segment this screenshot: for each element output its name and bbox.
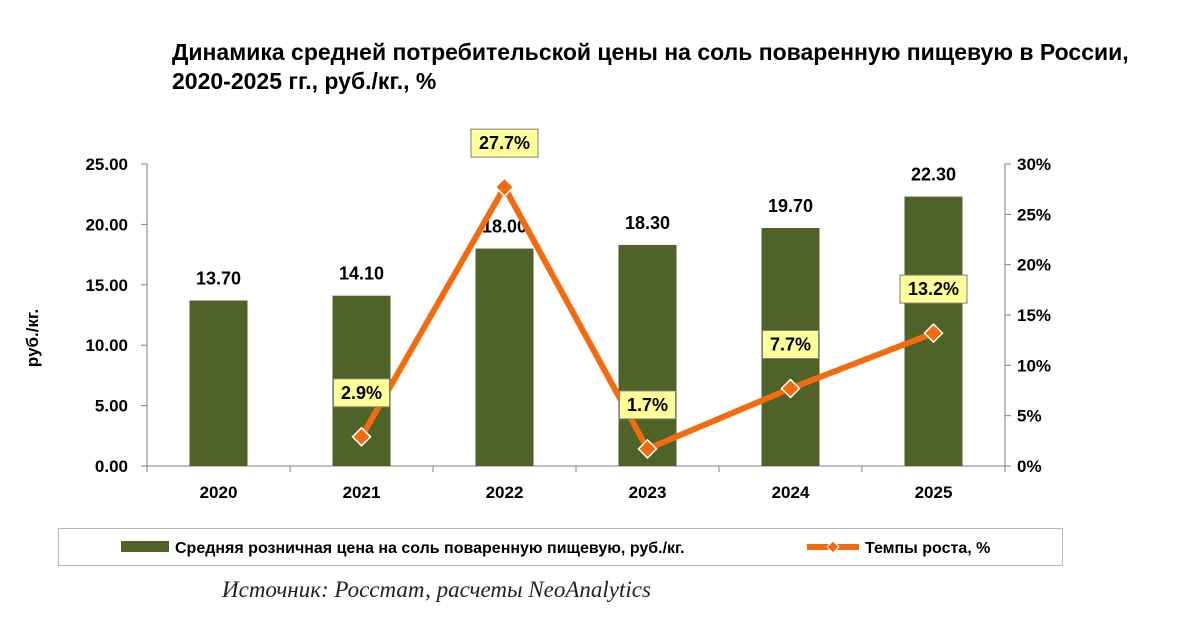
chart-title: Динамика средней потребительской цены на… — [172, 39, 1129, 94]
y-tick-label: 10.00 — [85, 336, 128, 355]
y-tick-label: 15.00 — [85, 276, 128, 295]
growth-marker — [637, 438, 658, 459]
bar-value-label: 22.30 — [911, 165, 956, 185]
growth-label-box — [619, 390, 676, 420]
y2-tick-label: 15% — [1017, 306, 1051, 325]
x-tick-label: 2025 — [915, 483, 953, 502]
bar-value-label: 18.30 — [625, 213, 670, 233]
growth-marker — [494, 177, 515, 198]
growth-value-label: 1.7% — [627, 395, 668, 415]
growth-marker — [780, 378, 801, 399]
source-note: Источник: Росстат, расчеты NeoAnalytics — [222, 577, 651, 602]
bar — [475, 248, 534, 466]
y-tick-label: 5.00 — [95, 397, 128, 416]
growth-value-label: 13.2% — [908, 279, 959, 299]
growth-label-box — [470, 128, 539, 158]
legend: Средняя розничная цена на соль поваренну… — [58, 528, 1063, 566]
x-tick-label: 2021 — [343, 483, 381, 502]
bar-value-label: 18.00 — [482, 217, 527, 237]
growth-value-label: 27.7% — [479, 133, 530, 153]
y2-tick-label: 0% — [1017, 457, 1042, 476]
legend-svg: Средняя розничная цена на соль поваренну… — [121, 540, 990, 557]
growth-marker — [351, 426, 372, 447]
y-tick-label: 25.00 — [85, 155, 128, 174]
y2-tick-label: 20% — [1017, 256, 1051, 275]
bar — [618, 244, 677, 466]
y-axis-label: руб./кг. — [23, 309, 42, 367]
x-tick-label: 2022 — [486, 483, 524, 502]
bar — [189, 300, 248, 466]
y2-tick-label: 5% — [1017, 407, 1042, 426]
y-tick-label: 20.00 — [85, 215, 128, 234]
growth-label-box — [333, 378, 390, 408]
bar-value-label: 13.70 — [196, 269, 241, 289]
growth-value-label: 2.9% — [341, 383, 382, 403]
legend-line-label: Темпы роста, % — [865, 540, 990, 557]
y2-tick-label: 10% — [1017, 356, 1051, 375]
y2-tick-label: 30% — [1017, 155, 1051, 174]
growth-label-box — [899, 274, 968, 304]
growth-label-box — [762, 329, 819, 359]
legend-bar-label: Средняя розничная цена на соль поваренну… — [175, 540, 685, 557]
legend-bar-swatch — [121, 541, 169, 552]
y2-tick-label: 25% — [1017, 205, 1051, 224]
bar-value-label: 14.10 — [339, 264, 384, 284]
x-tick-label: 2020 — [200, 483, 238, 502]
y-tick-label: 0.00 — [95, 457, 128, 476]
legend-line-marker — [826, 540, 840, 554]
x-tick-label: 2024 — [772, 483, 810, 502]
x-tick-label: 2023 — [629, 483, 667, 502]
growth-value-label: 7.7% — [770, 334, 811, 354]
growth-marker — [923, 323, 944, 344]
bar-value-label: 19.70 — [768, 196, 813, 216]
